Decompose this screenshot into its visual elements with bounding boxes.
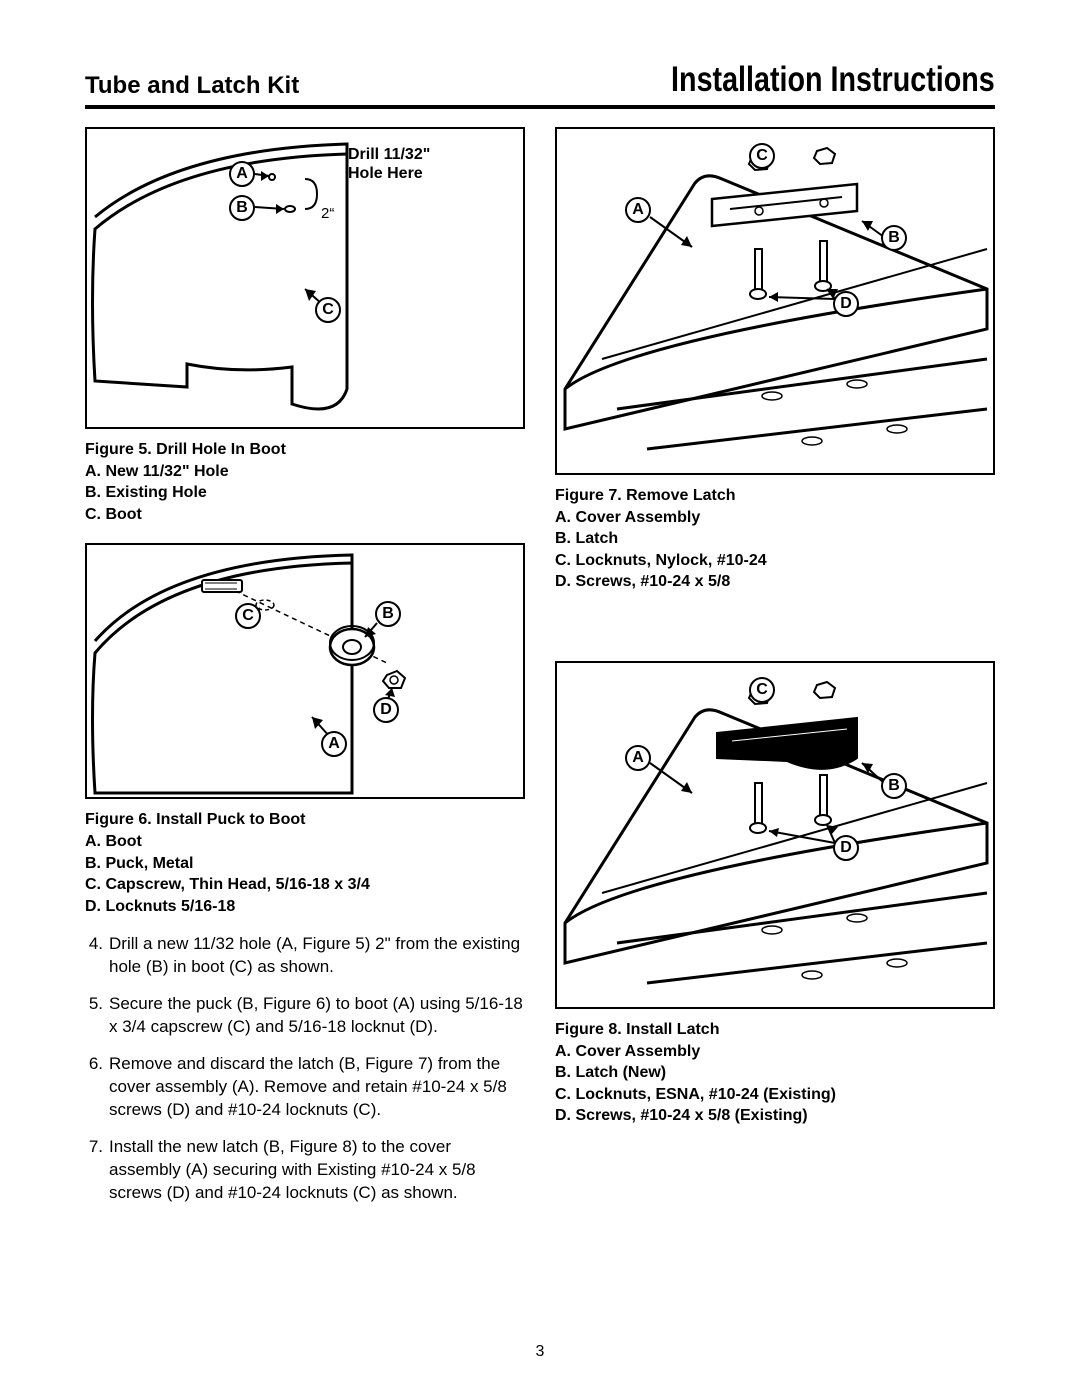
- callout-a: A: [625, 745, 651, 771]
- callout-a: A: [229, 161, 255, 187]
- step-7: 7. Install the new latch (B, Figure 8) t…: [85, 1136, 525, 1205]
- figure-7-caption: Figure 7. Remove Latch A. Cover Assembly…: [555, 485, 995, 593]
- step-6: 6. Remove and discard the latch (B, Figu…: [85, 1053, 525, 1122]
- callout-b: B: [881, 773, 907, 799]
- callout-a: A: [625, 197, 651, 223]
- figure-5-caption: Figure 5. Drill Hole In Boot A. New 11/3…: [85, 439, 525, 525]
- callout-c: C: [749, 677, 775, 703]
- figure-6: C B D A: [85, 543, 525, 799]
- page-number: 3: [0, 1343, 1080, 1361]
- right-column: A C B D Figure 7. Remove Latch A. Cover …: [555, 127, 995, 1219]
- figure-7: A C B D: [555, 127, 995, 475]
- callout-b: B: [881, 225, 907, 251]
- left-column: Drill 11/32" Hole Here 2“ A B C Figure 5…: [85, 127, 525, 1219]
- two-inch-label: 2“: [321, 205, 334, 222]
- instruction-steps: 4. Drill a new 11/32 hole (A, Figure 5) …: [85, 933, 525, 1204]
- callout-c: C: [749, 143, 775, 169]
- callout-b: B: [229, 195, 255, 221]
- header-left: Tube and Latch Kit: [85, 72, 299, 100]
- step-4: 4. Drill a new 11/32 hole (A, Figure 5) …: [85, 933, 525, 979]
- figure-5: Drill 11/32" Hole Here 2“ A B C: [85, 127, 525, 429]
- figure-6-caption: Figure 6. Install Puck to Boot A. Boot B…: [85, 809, 525, 917]
- figure-8: A C B D: [555, 661, 995, 1009]
- callout-d: D: [833, 291, 859, 317]
- callout-d: D: [833, 835, 859, 861]
- page-header: Tube and Latch Kit Installation Instruct…: [85, 60, 995, 109]
- step-5: 5. Secure the puck (B, Figure 6) to boot…: [85, 993, 525, 1039]
- header-right: Installation Instructions: [671, 60, 995, 100]
- figure-8-caption: Figure 8. Install Latch A. Cover Assembl…: [555, 1019, 995, 1127]
- drill-annotation: Drill 11/32" Hole Here: [348, 145, 430, 183]
- callout-c: C: [315, 297, 341, 323]
